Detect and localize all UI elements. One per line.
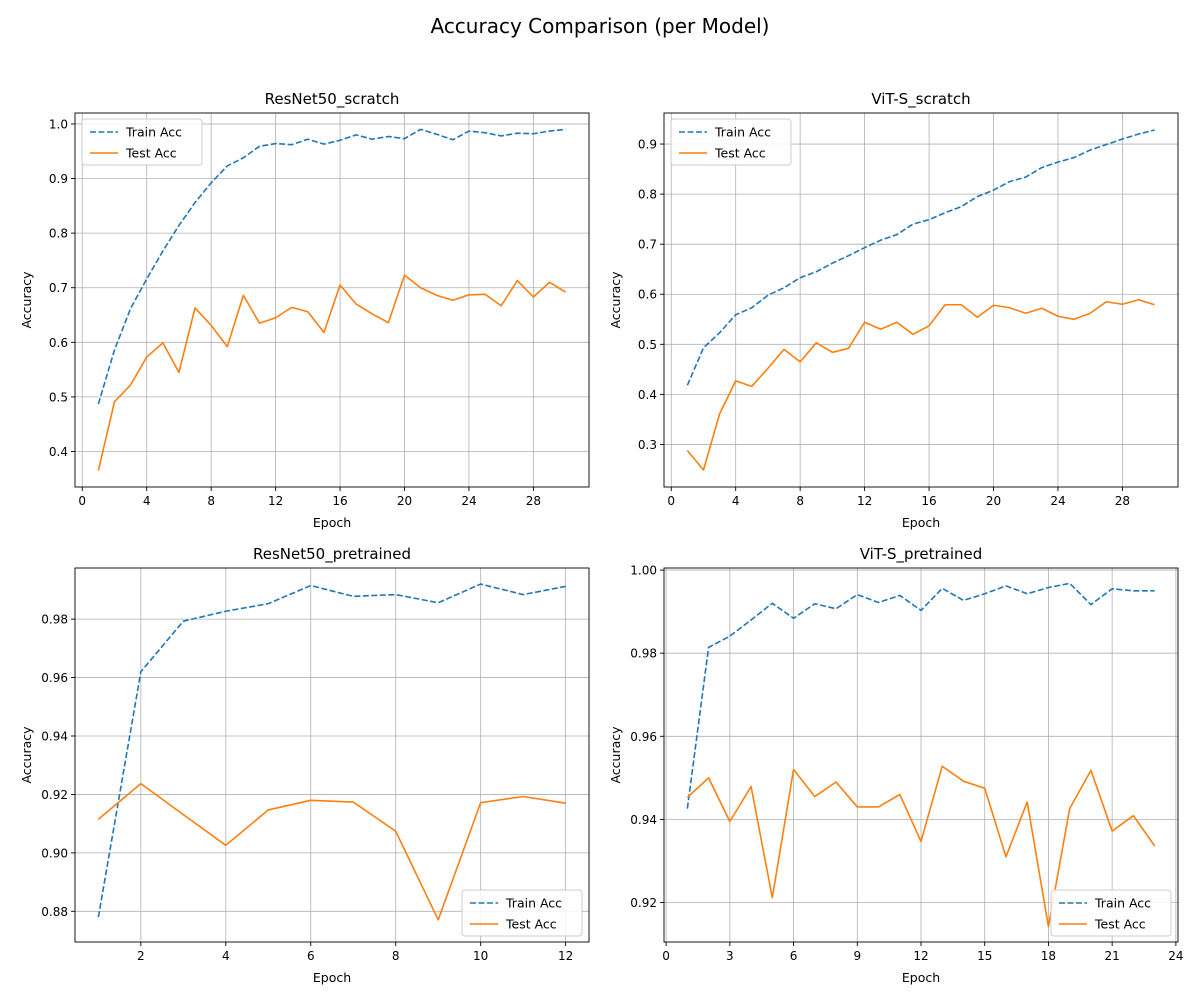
train-acc-line xyxy=(686,582,1155,809)
x-tick-label: 0 xyxy=(78,494,86,508)
x-tick-label: 8 xyxy=(392,949,400,963)
legend-test-label: Test Acc xyxy=(1094,917,1146,932)
x-tick-label: 8 xyxy=(207,494,215,508)
x-tick-label: 28 xyxy=(1115,494,1130,508)
x-tick-label: 0 xyxy=(662,949,670,963)
x-axis-label: Epoch xyxy=(902,515,940,530)
x-tick-label: 16 xyxy=(921,494,936,508)
y-tick-label: 0.5 xyxy=(638,338,657,352)
legend: Train Acc Test Acc xyxy=(1050,889,1172,937)
y-tick-label: 0.94 xyxy=(41,730,68,744)
x-tick-label: 12 xyxy=(913,949,928,963)
test-acc-line xyxy=(97,782,566,921)
train-acc-line xyxy=(97,583,566,918)
y-tick-label: 0.8 xyxy=(638,188,657,202)
y-axis-label: Accuracy xyxy=(608,726,623,784)
axes-frame xyxy=(663,112,1179,488)
y-tick-label: 0.4 xyxy=(638,388,657,402)
x-tick-label: 4 xyxy=(732,494,740,508)
y-tick-label: 0.7 xyxy=(638,238,657,252)
x-tick-label: 4 xyxy=(222,949,230,963)
x-tick-label: 10 xyxy=(473,949,488,963)
y-tick-label: 0.94 xyxy=(630,813,657,827)
legend-test-label: Test Acc xyxy=(125,146,177,161)
legend: Train Acc Test Acc xyxy=(670,118,792,166)
y-tick-label: 0.88 xyxy=(41,905,68,919)
y-tick-label: 0.90 xyxy=(41,846,68,860)
x-tick-label: 12 xyxy=(857,494,872,508)
x-tick-label: 28 xyxy=(526,494,541,508)
axes-frame xyxy=(74,112,590,488)
y-tick-label: 0.9 xyxy=(49,172,68,186)
chart-panel-1: 0 4 8 12 16 20 24 28 0.4 0.5 0.6 0.7 0.8 0.9 1.0 ResNet… xyxy=(19,90,590,530)
x-tick-label: 8 xyxy=(796,494,804,508)
test-acc-line xyxy=(686,765,1156,928)
chart-title: ViT-S_scratch xyxy=(871,90,970,109)
test-acc-line xyxy=(97,274,567,471)
y-tick-label: 0.92 xyxy=(630,896,657,910)
x-tick-label: 21 xyxy=(1105,949,1120,963)
x-tick-label: 2 xyxy=(137,949,145,963)
y-tick-label: 0.6 xyxy=(638,288,657,302)
legend-train-label: Train Acc xyxy=(505,896,562,911)
x-tick-label: 3 xyxy=(726,949,734,963)
y-tick-label: 0.3 xyxy=(638,438,657,452)
y-tick-label: 0.92 xyxy=(41,788,68,802)
y-tick-label: 0.7 xyxy=(49,281,68,295)
legend: Train Acc Test Acc xyxy=(461,889,583,937)
x-tick-label: 6 xyxy=(790,949,798,963)
figure-title: Accuracy Comparison (per Model) xyxy=(430,14,770,38)
y-tick-label: 0.6 xyxy=(49,336,68,350)
x-tick-label: 24 xyxy=(1168,949,1183,963)
chart-panel-2: 0 4 8 12 16 20 24 28 0.3 0.4 0.5 0.6 0.7 0.8 0.9 ViT-S_… xyxy=(608,90,1179,530)
x-tick-label: 20 xyxy=(397,494,412,508)
x-tick-label: 15 xyxy=(977,949,992,963)
axes-frame xyxy=(74,567,590,943)
chart-panel-4: 0 3 6 9 12 15 18 21 24 0.92 0.94 0.96 0.98 1.00 ViT-S_… xyxy=(608,545,1184,985)
legend-train-label: Train Acc xyxy=(125,125,182,140)
x-tick-label: 18 xyxy=(1041,949,1056,963)
chart-panel-3: 2 4 6 8 10 12 0.88 0.90 0.92 0.94 0.96 0.98 ResNet50… xyxy=(19,545,590,985)
chart-title: ResNet50_pretrained xyxy=(253,545,411,564)
y-tick-label: 0.5 xyxy=(49,390,68,404)
x-tick-label: 6 xyxy=(307,949,315,963)
x-tick-label: 12 xyxy=(268,494,283,508)
legend-train-label: Train Acc xyxy=(1094,896,1151,911)
y-tick-label: 0.9 xyxy=(638,138,657,152)
y-axis-label: Accuracy xyxy=(19,726,34,784)
test-acc-line xyxy=(686,298,1155,471)
y-tick-label: 0.98 xyxy=(630,647,657,661)
legend: Train Acc Test Acc xyxy=(81,118,203,166)
y-tick-label: 0.8 xyxy=(49,227,68,241)
y-axis-label: Accuracy xyxy=(608,271,623,329)
y-tick-label: 0.4 xyxy=(49,445,68,459)
x-tick-label: 20 xyxy=(986,494,1001,508)
x-tick-label: 4 xyxy=(143,494,151,508)
y-tick-label: 1.00 xyxy=(630,564,657,578)
x-axis-label: Epoch xyxy=(902,970,940,985)
y-axis-label: Accuracy xyxy=(19,271,34,329)
x-tick-label: 0 xyxy=(667,494,675,508)
legend-test-label: Test Acc xyxy=(505,917,557,932)
x-tick-label: 12 xyxy=(558,949,573,963)
x-axis-label: Epoch xyxy=(313,970,351,985)
legend-test-label: Test Acc xyxy=(714,146,766,161)
x-tick-label: 24 xyxy=(461,494,476,508)
chart-title: ResNet50_scratch xyxy=(265,90,400,109)
x-tick-label: 9 xyxy=(853,949,861,963)
x-tick-label: 24 xyxy=(1050,494,1065,508)
train-acc-line xyxy=(97,128,566,405)
chart-title: ViT-S_pretrained xyxy=(860,545,983,564)
y-tick-label: 0.96 xyxy=(630,730,657,744)
x-axis-label: Epoch xyxy=(313,515,351,530)
y-tick-label: 1.0 xyxy=(49,117,68,131)
legend-train-label: Train Acc xyxy=(714,125,771,140)
train-acc-line xyxy=(686,129,1155,386)
y-tick-label: 0.98 xyxy=(41,613,68,627)
x-tick-label: 16 xyxy=(332,494,347,508)
y-tick-label: 0.96 xyxy=(41,671,68,685)
